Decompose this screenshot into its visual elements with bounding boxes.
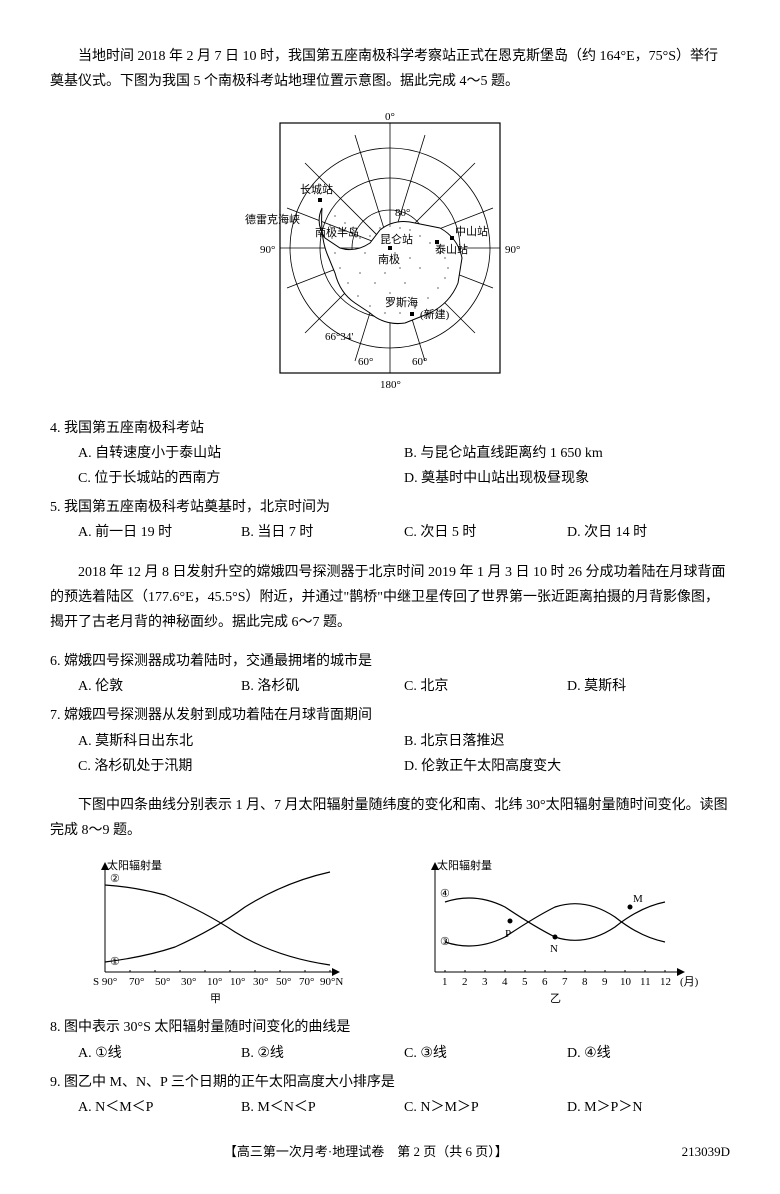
svg-text:10°: 10° [230,976,245,988]
svg-text:80°: 80° [395,207,410,219]
svg-text:P: P [505,928,511,940]
svg-text:70°: 70° [299,976,314,988]
svg-text:10°: 10° [207,976,222,988]
intro-paragraph-1: 当地时间 2018 年 2 月 7 日 10 时，我国第五座南极科学考察站正式在… [50,44,730,94]
footer-main: 【高三第一次月考·地理试卷 第 2 页（共 6 页）】 [224,1144,508,1159]
svg-text:M: M [633,893,643,905]
q7-optC: C. 洛杉矶处于汛期 [78,754,404,779]
q9-stem: 9. 图乙中 M、N、P 三个日期的正午太阳高度大小排序是 [50,1070,730,1095]
q4-optB: B. 与昆仑站直线距离约 1 650 km [404,441,730,466]
q7-optB: B. 北京日落推迟 [404,729,730,754]
antarctica-map: 0° 90° 90° 180° 长城站 德雷克海峡 南极半岛 昆仑站 中山站 泰… [50,108,730,407]
svg-text:德雷克海峡: 德雷克海峡 [245,212,300,226]
question-7: 7. 嫦娥四号探测器从发射到成功着陆在月球背面期间 A. 莫斯科日出东北 B. … [50,703,730,779]
svg-text:③: ③ [440,936,450,948]
q5-optC: C. 次日 5 时 [404,520,567,545]
svg-text:(月): (月) [680,976,699,988]
svg-text:3: 3 [482,976,488,988]
svg-text:66°34': 66°34' [325,331,353,343]
charts-row: ① ② 太阳辐射量 S 90° 70° 50° 30° 10° 10° 30° … [50,857,730,1007]
svg-text:4: 4 [502,976,508,988]
question-8: 8. 图中表示 30°S 太阳辐射量随时间变化的曲线是 A. ①线 B. ②线 … [50,1015,730,1065]
q8-optB: B. ②线 [241,1041,404,1066]
svg-text:90°N: 90°N [320,976,343,988]
svg-text:7: 7 [562,976,568,988]
q4-optA: A. 自转速度小于泰山站 [78,441,404,466]
svg-text:60°: 60° [358,356,373,368]
svg-text:乙: 乙 [550,992,561,1005]
q6-stem: 6. 嫦娥四号探测器成功着陆时，交通最拥堵的城市是 [50,649,730,674]
svg-text:8: 8 [582,976,588,988]
intro-paragraph-3: 下图中四条曲线分别表示 1 月、7 月太阳辐射量随纬度的变化和南、北纬 30°太… [50,793,730,843]
svg-text:10: 10 [620,976,632,988]
svg-text:5: 5 [522,976,528,988]
q8-optA: A. ①线 [78,1041,241,1066]
q8-optC: C. ③线 [404,1041,567,1066]
q8-stem: 8. 图中表示 30°S 太阳辐射量随时间变化的曲线是 [50,1015,730,1040]
svg-text:太阳辐射量: 太阳辐射量 [437,858,492,872]
svg-text:N: N [550,943,558,955]
q7-optD: D. 伦敦正午太阳高度变大 [404,754,730,779]
svg-text:30°: 30° [181,976,196,988]
svg-text:1: 1 [442,976,448,988]
svg-text:(新建): (新建) [420,307,450,321]
svg-text:②: ② [110,873,120,885]
svg-text:90°: 90° [260,244,275,256]
q6-optC: C. 北京 [404,674,567,699]
svg-text:④: ④ [440,888,450,900]
q4-stem: 4. 我国第五座南极科考站 [50,416,730,441]
q8-optD: D. ④线 [567,1041,730,1066]
question-9: 9. 图乙中 M、N、P 三个日期的正午太阳高度大小排序是 A. N＜M＜P B… [50,1070,730,1120]
svg-text:2: 2 [462,976,468,988]
q4-optD: D. 奠基时中山站出现极昼现象 [404,466,730,491]
svg-text:9: 9 [602,976,608,988]
footer-code: 213039D [682,1140,730,1163]
page-footer: 【高三第一次月考·地理试卷 第 2 页（共 6 页）】 213039D [50,1140,730,1163]
q5-optB: B. 当日 7 时 [241,520,404,545]
q6-optA: A. 伦敦 [78,674,241,699]
q6-optB: B. 洛杉矶 [241,674,404,699]
svg-text:12: 12 [660,976,671,988]
svg-text:90°: 90° [505,244,520,256]
q6-optD: D. 莫斯科 [567,674,730,699]
svg-text:6: 6 [542,976,548,988]
q7-stem: 7. 嫦娥四号探测器从发射到成功着陆在月球背面期间 [50,703,730,728]
svg-text:泰山站: 泰山站 [435,242,468,256]
svg-text:50°: 50° [155,976,170,988]
svg-text:太阳辐射量: 太阳辐射量 [107,858,162,872]
q5-optD: D. 次日 14 时 [567,520,730,545]
question-4: 4. 我国第五座南极科考站 A. 自转速度小于泰山站 B. 与昆仑站直线距离约 … [50,416,730,492]
svg-text:甲: 甲 [210,993,221,1005]
svg-text:罗斯海: 罗斯海 [385,295,418,309]
svg-text:中山站: 中山站 [455,224,488,238]
svg-text:60°: 60° [412,356,427,368]
svg-text:昆仑站: 昆仑站 [380,232,413,246]
svg-text:30°: 30° [253,976,268,988]
q5-stem: 5. 我国第五座南极科考站奠基时，北京时间为 [50,495,730,520]
chart-yi: ④ ③ P N M 太阳辐射量 1 2 3 4 5 6 7 8 9 10 11 … [405,857,705,1007]
q5-optA: A. 前一日 19 时 [78,520,241,545]
svg-text:①: ① [110,956,120,968]
svg-text:长城站: 长城站 [300,182,333,196]
svg-text:50°: 50° [276,976,291,988]
svg-text:70°: 70° [129,976,144,988]
svg-text:南极半岛: 南极半岛 [315,225,359,239]
svg-text:180°: 180° [380,379,401,391]
question-6: 6. 嫦娥四号探测器成功着陆时，交通最拥堵的城市是 A. 伦敦 B. 洛杉矶 C… [50,649,730,699]
svg-text:南极: 南极 [378,252,400,266]
svg-text:0°: 0° [385,111,395,123]
q4-optC: C. 位于长城站的西南方 [78,466,404,491]
intro-paragraph-2: 2018 年 12 月 8 日发射升空的嫦娥四号探测器于北京时间 2019 年 … [50,560,730,636]
question-5: 5. 我国第五座南极科考站奠基时，北京时间为 A. 前一日 19 时 B. 当日… [50,495,730,545]
svg-text:S 90°: S 90° [93,976,117,988]
q7-optA: A. 莫斯科日出东北 [78,729,404,754]
svg-text:11: 11 [640,976,651,988]
chart-jia: ① ② 太阳辐射量 S 90° 70° 50° 30° 10° 10° 30° … [75,857,355,1007]
